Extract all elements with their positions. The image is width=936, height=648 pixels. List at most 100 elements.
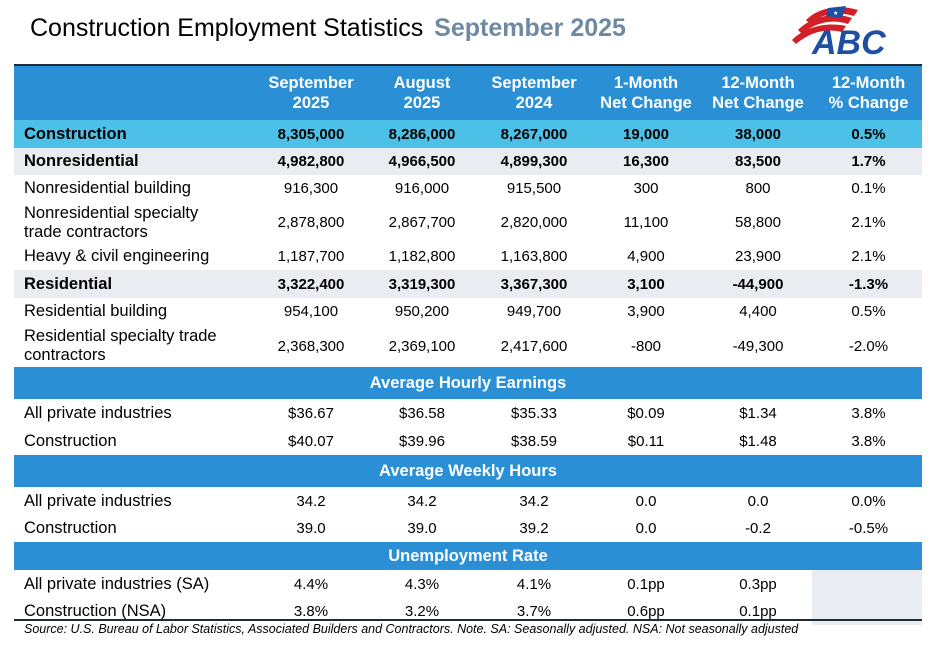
page-title: Construction Employment Statistics Septe… [30,14,626,43]
table-cell: 23,900 [735,248,781,265]
table-cell: 3.7% [516,603,552,620]
table-cell: 0.0% [851,492,886,510]
table-cell: 34.2 [407,492,437,510]
table-cell: 2.1% [851,248,886,265]
table-cell: 1.7% [851,153,886,170]
table-cell: $38.59 [511,432,557,450]
table-cell: 800 [745,180,771,197]
table-cell: 950,200 [394,303,450,320]
table-cell: 0.1% [851,180,886,197]
table-cell: 3.8% [293,603,329,620]
table-cell: $40.07 [288,432,334,450]
table-cell: 3.8% [851,432,886,450]
table-cell: 2,417,600 [500,337,568,355]
table-cell: 3.8% [851,404,886,422]
table-cell: 3,367,300 [500,275,568,293]
table-cell: 0.0 [635,492,657,510]
row-label: All private industries [24,491,172,510]
table-cell: 4,900 [627,248,665,265]
table-cell: 2,878,800 [277,214,345,231]
employment-table: September 2025 August 2025 September 2024 1… [14,64,922,625]
table-cell: 19,000 [623,125,669,143]
table-row: Nonresidential 4,982,800 4,966,500 4,899,3… [14,148,922,175]
table-row: Nonresidential building 916,300 916,000 91… [14,175,922,202]
table-cell: 300 [633,180,659,197]
table-cell: $0.11 [627,432,665,450]
table-row: All private industries 34.2 34.2 34.2 0.0 0.… [14,487,922,515]
table-cell: -44,900 [732,275,784,293]
table-bottom-rule [14,619,922,621]
table-cell: 3,100 [627,275,665,293]
table-cell: 915,500 [506,180,562,197]
table-cell: 2,368,300 [277,337,345,355]
table-cell: -1.3% [848,275,889,293]
table-cell: 39.2 [519,520,549,537]
table-cell: 4,982,800 [277,153,345,170]
section-header-hours: Average Weekly Hours [14,455,922,487]
table-cell: -0.2 [745,520,771,537]
col-sep-2025: September 2025 [268,74,354,112]
table-cell: $36.67 [288,404,334,422]
source-note: Source: U.S. Bureau of Labor Statistics,… [24,622,799,636]
table-cell: 0.3pp [739,575,777,593]
table-cell: 3.2% [404,603,440,620]
title-date: September 2025 [434,14,626,42]
table-cell: 83,500 [735,153,781,170]
table-cell: $0.09 [627,404,665,422]
table-cell: 8,267,000 [500,125,568,143]
table-cell: 3,322,400 [277,275,345,293]
table-cell: 38,000 [735,125,781,143]
row-label: Construction [24,519,117,537]
table-cell: 916,300 [283,180,339,197]
row-label: Residential [24,274,113,293]
col-12m-pct: 12-Month% Change [828,74,909,112]
table-cell: 3,319,300 [388,275,456,293]
col-1m-change: 1-Month Net Change [600,74,692,112]
table-cell: 1,187,700 [277,248,345,265]
table-row: Nonresidential specialty trade contractor… [14,202,922,243]
section-header-unemployment: Unemployment Rate [14,542,922,570]
table-cell: 4.4% [293,575,329,593]
table-cell: 3,900 [627,303,665,320]
row-label: Construction [24,431,117,450]
table-cell: 0.5% [851,303,886,320]
table-cell: 4,400 [739,303,777,320]
table-cell: $1.34 [739,404,777,422]
flag-stripes-icon: ★ [792,6,858,44]
row-label: Construction (NSA) [24,602,167,620]
table-cell: $36.58 [399,404,445,422]
row-label: Heavy & civil engineering [24,247,210,265]
col-12m-change: 12-Month Net Change [712,74,804,112]
table-cell: 11,100 [623,214,669,231]
table-cell: -2.0% [848,337,889,355]
table-cell: 58,800 [735,214,781,231]
table-cell: 34.2 [519,492,549,510]
table-cell: -800 [630,337,662,355]
table-cell: 39.0 [407,520,437,537]
table-cell: 2,369,100 [388,337,456,355]
table-cell: 0.5% [851,125,886,143]
table-cell: 1,182,800 [388,248,456,265]
col-aug-2025: August 2025 [393,74,451,112]
row-label: Nonresidential specialty trade contractor… [24,203,199,241]
table-cell: 1,163,800 [500,248,568,265]
svg-text:★: ★ [833,10,838,17]
empty-cell [812,570,922,598]
table-cell: $35.33 [511,404,557,422]
table-cell: 8,286,000 [388,125,456,143]
row-label: All private industries (SA) [24,574,210,593]
table-cell: 4,966,500 [388,153,456,170]
table-cell: 0.0 [635,520,657,537]
table-cell: -0.5% [848,520,889,537]
table-cell: $39.96 [399,432,445,450]
table-cell: 0.1pp [627,575,665,593]
table-row: Residential building 954,100 950,200 949,7… [14,298,922,325]
row-label: Residential building [24,302,168,320]
table-row: All private industries $36.67 $36.58 $35.3… [14,399,922,427]
table-cell: 34.2 [296,492,326,510]
table-cell: $1.48 [739,432,777,450]
col-sep-2024: September 2024 [491,74,577,112]
table-row: All private industries (SA) 4.4% 4.3% 4.1%… [14,570,922,598]
section-header-earnings: Average Hourly Earnings [14,367,922,399]
row-label: Nonresidential [24,152,139,170]
